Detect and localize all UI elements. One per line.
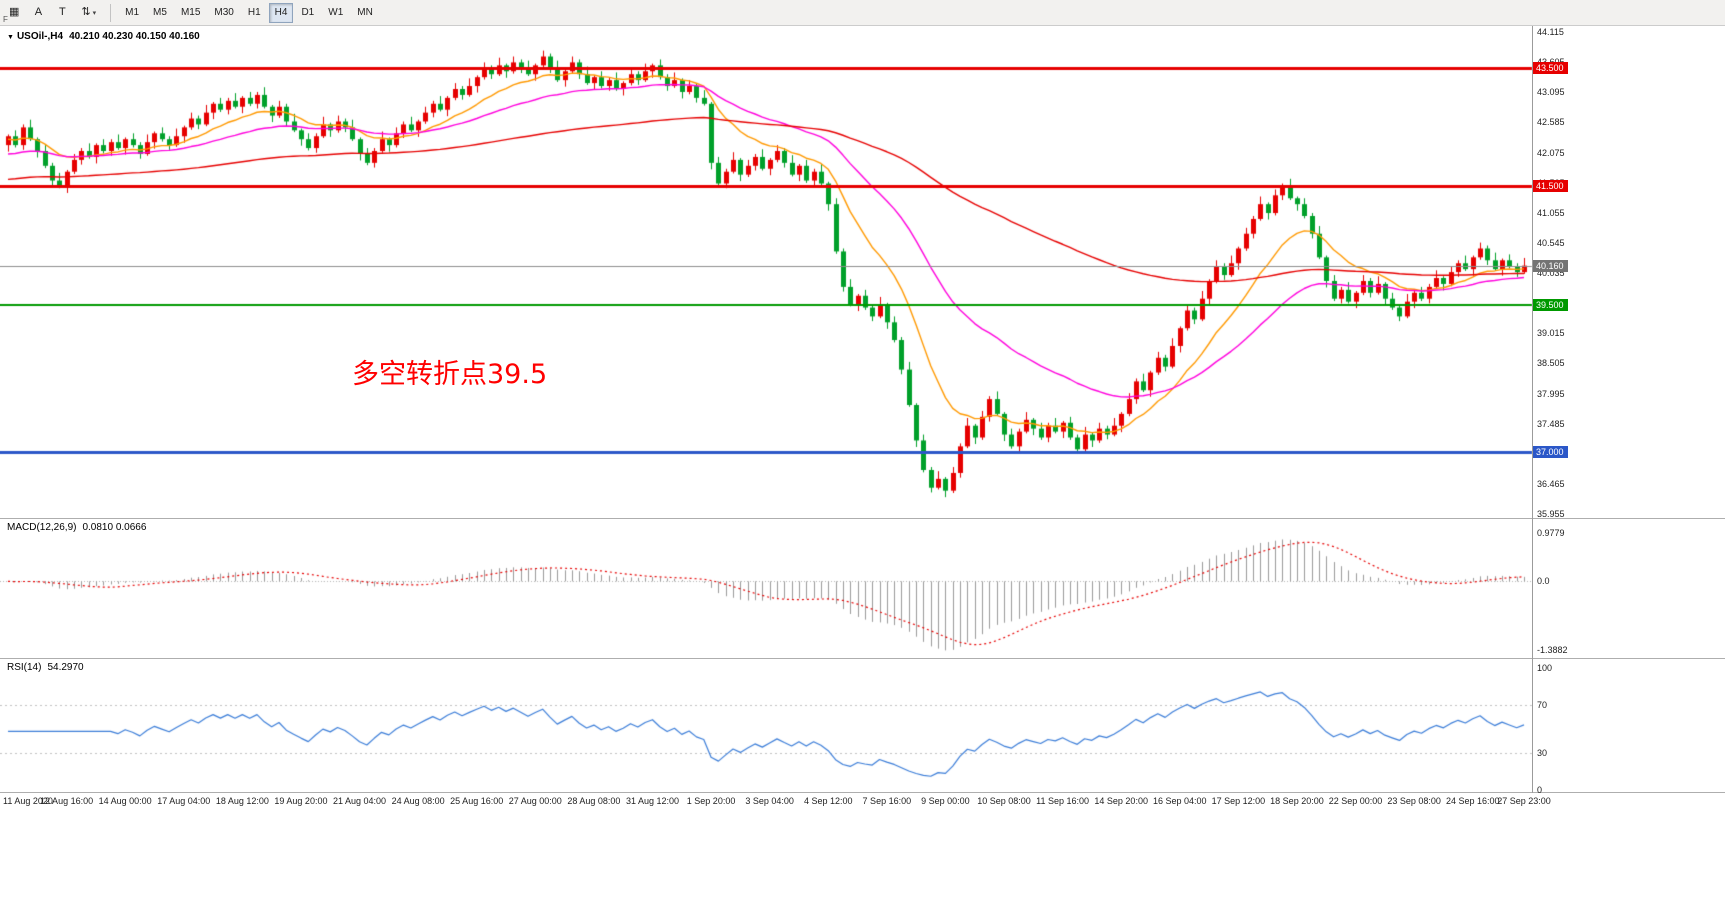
macd-axis-label: 0.0 <box>1537 576 1550 587</box>
price-axis-label: 39.015 <box>1537 328 1565 339</box>
symbol-name: USOil-,H4 <box>16 31 64 42</box>
price-tag-37.000: 37.000 <box>1533 446 1568 459</box>
time-axis-label: 19 Aug 20:00 <box>274 796 328 806</box>
text-tool-icon: T <box>59 6 66 18</box>
time-axis-label: 18 Aug 12:00 <box>215 796 269 806</box>
rsi-axis-label: 70 <box>1537 699 1548 710</box>
dropdown-caret-icon: ▾ <box>92 9 97 17</box>
price-axis-border <box>1532 26 1533 793</box>
price-axis-label: 37.485 <box>1537 418 1565 429</box>
time-axis-label: 27 Aug 00:00 <box>508 796 562 806</box>
tool-button-scale-tool[interactable]: ⇅ ▾ <box>75 3 102 23</box>
price-axis-label: 43.095 <box>1537 87 1565 98</box>
panel-divider-rsi[interactable] <box>0 658 1725 659</box>
rsi-values: 54.2970 <box>47 662 84 673</box>
f-label: F <box>3 15 8 24</box>
tool-button-text-tool[interactable]: T <box>51 3 73 23</box>
time-axis-label: 28 Aug 08:00 <box>567 796 621 806</box>
time-axis-label: 11 Sep 16:00 <box>1036 796 1090 806</box>
symbol-header: ▼ USOil-,H4 40.210 40.230 40.150 40.160 <box>7 31 200 42</box>
price-axis-label: 44.115 <box>1537 27 1564 37</box>
time-axis-label: 18 Sep 20:00 <box>1270 796 1324 806</box>
time-axis-label: 7 Sep 16:00 <box>862 796 912 806</box>
toolbar: ▦ A T ⇅ ▾ M1 M5 M15 M30 H1 H4 D1 W1 MN <box>0 0 1725 26</box>
chart-annotation: 多空转折点39.5 <box>352 359 548 390</box>
macd-axis-label: -1.3882 <box>1537 645 1568 655</box>
time-axis-label: 31 Aug 12:00 <box>625 796 679 806</box>
time-axis-label: 23 Sep 08:00 <box>1387 796 1441 806</box>
time-axis-divider <box>0 792 1725 793</box>
tool-button-templates[interactable]: ▦ <box>3 3 25 23</box>
time-axis-label: 16 Sep 04:00 <box>1153 796 1207 806</box>
time-axis-label: 9 Sep 00:00 <box>921 796 970 806</box>
price-axis-label: 43.605 <box>1537 57 1565 67</box>
timeframe-button-d1[interactable]: D1 <box>295 3 320 23</box>
price-tag-43.500: 43.500 <box>1533 62 1568 75</box>
time-axis-label: 17 Aug 04:00 <box>157 796 211 806</box>
time-axis-label: 4 Sep 12:00 <box>803 796 853 806</box>
time-axis-label: 3 Sep 04:00 <box>745 796 794 806</box>
time-axis-label: 17 Sep 12:00 <box>1211 796 1266 806</box>
price-tag-39.500: 39.500 <box>1533 298 1568 311</box>
time-axis-label: 22 Sep 00:00 <box>1328 796 1383 806</box>
rsi-label: RSI(14) <box>7 662 42 673</box>
price-axis-label: 38.505 <box>1537 358 1565 369</box>
price-axis-label: 36.465 <box>1537 478 1565 489</box>
time-axis-label: 21 Aug 04:00 <box>333 796 387 806</box>
arrow-tool-icon: A <box>34 6 43 18</box>
price-axis-label: 42.075 <box>1537 147 1565 158</box>
price-axis-label: 42.585 <box>1537 117 1565 128</box>
toolbar-tools-group: ▦ A T ⇅ ▾ <box>2 3 103 23</box>
time-axis-label: 10 Sep 08:00 <box>977 796 1031 806</box>
time-axis-label: 24 Sep 16:00 <box>1445 796 1500 806</box>
time-axis-label: 1 Sep 20:00 <box>686 796 736 806</box>
timeframe-button-h4[interactable]: H4 <box>268 2 294 23</box>
price-axis-label: 35.955 <box>1537 509 1565 519</box>
timeframe-group: M1 M5 M15 M30 H1 H4 D1 W1 MN <box>118 2 380 23</box>
timeframe-button-mn[interactable]: MN <box>351 3 379 23</box>
time-axis-label: 25 Aug 16:00 <box>450 796 504 806</box>
price-axis-label: 41.055 <box>1537 207 1565 218</box>
time-axis-label: 12 Aug 16:00 <box>40 796 94 806</box>
tool-button-arrow-tool[interactable]: A <box>27 3 49 23</box>
timeframe-button-h1[interactable]: H1 <box>242 3 267 23</box>
rsi-axis-label: 0 <box>1537 785 1543 795</box>
price-axis-label: 40.545 <box>1537 237 1565 248</box>
time-axis-label: 27 Sep 23:00 <box>1497 796 1551 806</box>
price-axis-label: 40.035 <box>1537 268 1565 278</box>
time-axis-label: 11 Aug 2020 <box>3 796 53 806</box>
macd-label: MACD(12,26,9) <box>7 522 77 533</box>
price-tag-41.500: 41.500 <box>1533 180 1568 193</box>
time-axis-label: 14 Aug 00:00 <box>98 796 152 806</box>
price-axis-label: 37.995 <box>1537 388 1565 399</box>
timeframe-button-w1[interactable]: W1 <box>322 3 349 23</box>
price-tag-40.160: 40.160 <box>1533 259 1568 272</box>
templates-icon: ▦ <box>9 6 20 18</box>
timeframe-button-m5[interactable]: M5 <box>147 3 173 23</box>
macd-header: MACD(12,26,9) 0.0810 0.0666 <box>7 522 146 533</box>
rsi-header: RSI(14) 54.2970 <box>7 662 84 673</box>
macd-axis-label: 0.9779 <box>1537 528 1565 538</box>
scale-tool-icon: ⇅ <box>81 6 91 18</box>
symbol-dropdown-icon[interactable]: ▼ <box>7 34 14 41</box>
panel-divider-macd[interactable] <box>0 518 1725 519</box>
macd-values: 0.0810 0.0666 <box>82 522 147 533</box>
time-axis-label: 24 Aug 08:00 <box>391 796 445 806</box>
toolbar-separator <box>110 3 112 22</box>
timeframe-button-m30[interactable]: M30 <box>208 3 239 23</box>
rsi-axis-label: 30 <box>1537 748 1548 759</box>
ohlc-values: 40.210 40.230 40.150 40.160 <box>69 31 200 42</box>
time-axis-label: 14 Sep 20:00 <box>1094 796 1148 806</box>
rsi-axis-label: 100 <box>1537 663 1553 673</box>
timeframe-button-m1[interactable]: M1 <box>119 3 145 23</box>
timeframe-button-m15[interactable]: M15 <box>175 3 206 23</box>
